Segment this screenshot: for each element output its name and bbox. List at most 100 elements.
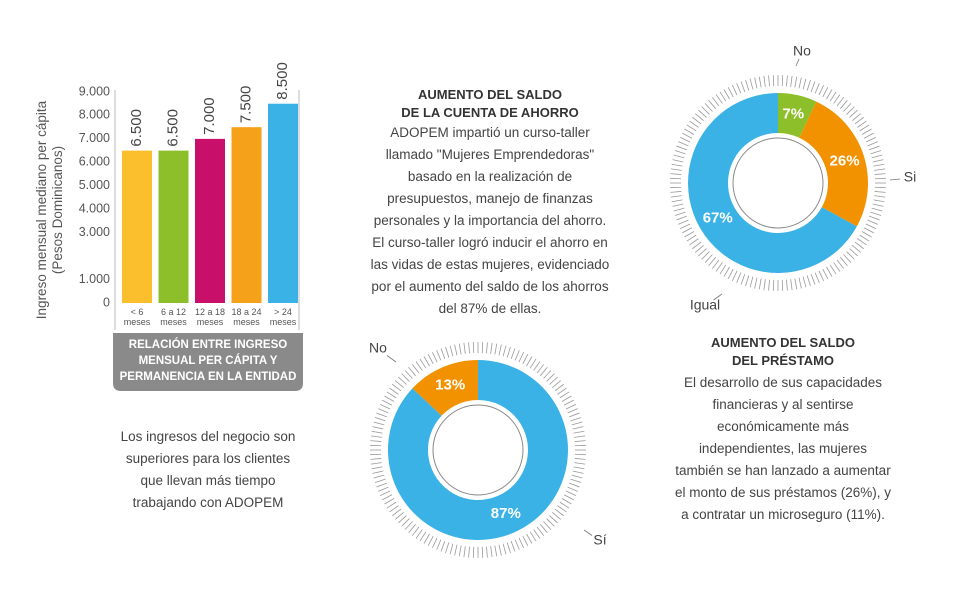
tick-ring [865,136,877,143]
donut-segment [388,359,568,540]
bar [268,103,298,303]
tick-ring [692,241,702,250]
tick-ring [698,109,707,118]
donut-segment [799,101,869,227]
tick-ring [695,245,704,253]
tick-ring [749,78,754,90]
bar-chart-caption: Los ingresos del negocio son superiores … [120,429,296,510]
tick-ring [674,211,686,216]
tick-ring [870,150,882,155]
tick-ring [468,546,470,558]
tick-ring [506,346,511,358]
tick-ring [522,535,529,546]
tick-ring [389,387,399,395]
tick-ring [378,486,389,492]
tick-ring [570,417,582,422]
tick-ring [376,412,387,418]
tick-ring [559,501,570,509]
tick-ring [382,494,393,501]
tick-ring [543,370,552,379]
bar-chart-title: RELACIÓN ENTRE INGRESO MENSUAL PER CÁPIT… [119,339,297,383]
tick-ring [826,89,833,100]
bar [158,150,189,303]
category-label: Sí [593,532,606,548]
tick-ring [415,529,423,539]
tick-ring [863,132,874,139]
tick-ring [673,154,685,159]
tick-ring [863,227,874,234]
tick-ring [679,136,691,143]
tick-ring [682,132,693,139]
tick-ring [533,529,541,539]
tick-ring [861,231,872,238]
tick-ring [573,466,585,470]
tick-ring [840,100,848,109]
tick-ring [373,421,385,426]
tick-ring [370,435,382,438]
tick-ring [411,364,420,374]
tick-ring [419,358,427,369]
tick-ring [802,78,807,90]
tick-ring [571,474,583,479]
bar [195,138,225,303]
tick-ring [673,207,685,212]
tick-ring [398,376,407,385]
tick-ring [857,238,867,246]
tick-ring [723,266,730,277]
tick-ring [514,350,520,361]
tick-ring [790,279,793,291]
tick-ring [423,533,430,544]
savings-description: ADOPEM impartió un curso-taller llamado … [370,125,610,316]
tick-ring [384,395,395,402]
tick-ring [810,274,816,285]
tick-ring [378,408,389,414]
tick-ring [379,403,391,410]
tick-ring [376,482,387,488]
tick-ring [814,272,820,283]
tick-ring [704,254,713,263]
tick-ring [670,168,682,171]
savings-title: AUMENTO DEL SALDO DE LA CUENTA DE AHORRO [401,87,579,120]
tick-ring [859,234,870,242]
tick-ring [768,75,770,87]
tick-ring [571,421,583,426]
tick-ring [818,84,825,96]
tick-ring [401,373,410,382]
tick-ring [404,521,413,530]
tick-ring [440,541,446,552]
donut-hole [732,137,824,229]
tick-ring [872,203,884,207]
tick-ring [822,87,829,98]
tick-ring [740,274,746,285]
tick-ring [852,113,861,121]
tick-ring [670,173,682,175]
tick-ring [572,426,584,430]
tick-ring [786,279,788,291]
x-tick-label: < 6 meses [123,307,151,327]
tick-ring [678,219,689,225]
tick-ring [869,145,880,151]
tick-ring [382,399,393,406]
tick-ring [431,537,438,549]
bar-value-label: 7.500 [237,86,254,124]
tick-ring [671,163,683,167]
tick-ring [546,373,555,382]
tick-ring [384,498,395,505]
tick-ring [570,478,582,483]
tick-ring [833,262,841,272]
tick-ring [670,191,682,193]
tick-ring [670,195,682,198]
loan-title: AUMENTO DEL SALDO DEL PRÉSTAMO [711,335,855,368]
tick-ring [695,113,704,121]
tick-ring [871,207,883,212]
tick-ring [386,501,397,509]
tick-ring [510,541,516,552]
tick-ring [454,544,458,556]
y-tick-label: 5.000 [79,178,110,192]
tick-ring [552,380,561,388]
tick-ring [874,173,886,175]
tick-ring [814,83,820,94]
tick-ring [408,367,416,376]
tick-ring [554,508,564,517]
